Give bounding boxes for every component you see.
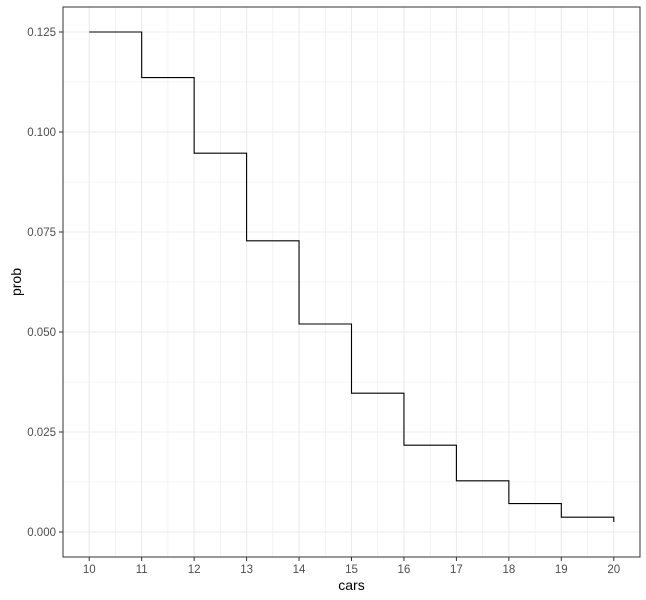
x-tick-label: 14 xyxy=(293,564,306,576)
y-tick-label: 0.000 xyxy=(27,527,56,539)
x-tick-label: 20 xyxy=(607,564,620,576)
x-axis-title: cars xyxy=(338,577,364,593)
x-tick-label: 12 xyxy=(188,564,201,576)
y-axis-title: prob xyxy=(8,268,24,296)
x-tick-label: 15 xyxy=(345,564,358,576)
x-tick-label: 17 xyxy=(450,564,463,576)
x-tick-label: 18 xyxy=(502,564,515,576)
series-layer xyxy=(89,31,615,522)
x-tick-label: 11 xyxy=(136,564,148,576)
y-tick-label: 0.050 xyxy=(27,327,56,339)
y-tick-label: 0.125 xyxy=(27,27,56,39)
axis-ticks xyxy=(59,31,615,561)
x-tick-labels: 10 11 12 13 14 15 16 17 18 19 20 xyxy=(83,564,620,576)
major-gridlines xyxy=(63,7,640,557)
step-series-line xyxy=(89,31,615,522)
x-tick-label: 16 xyxy=(398,564,411,576)
x-tick-label: 19 xyxy=(555,564,568,576)
x-tick-label: 10 xyxy=(83,564,96,576)
y-tick-label: 0.025 xyxy=(27,427,56,439)
y-tick-labels: 0.000 0.025 0.050 0.075 0.100 0.125 xyxy=(27,27,56,539)
x-tick-label: 13 xyxy=(240,564,253,576)
y-tick-label: 0.075 xyxy=(27,227,56,239)
y-tick-label: 0.100 xyxy=(27,127,56,139)
